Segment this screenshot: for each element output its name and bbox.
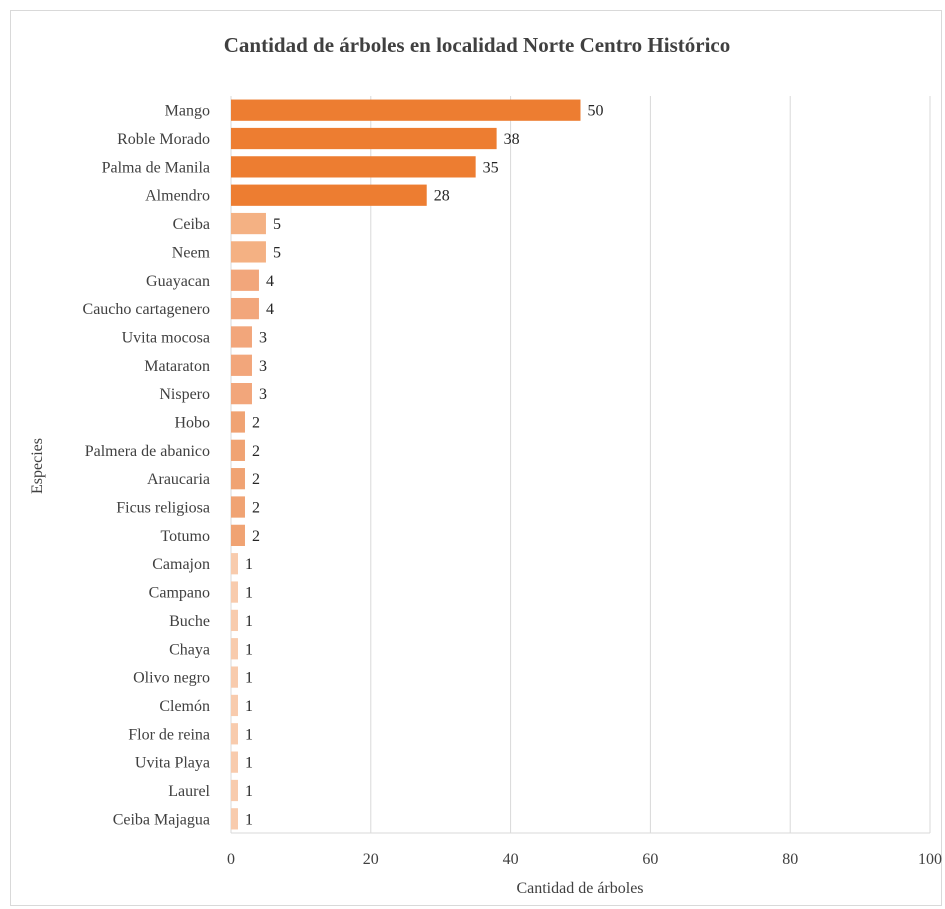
data-label: 4 [266, 273, 274, 290]
bar [231, 723, 238, 745]
data-label: 3 [259, 386, 267, 403]
data-label: 2 [252, 500, 260, 517]
category-label: Laurel [168, 783, 210, 800]
chart-title: Cantidad de árboles en localidad Norte C… [224, 33, 731, 57]
category-label: Palma de Manila [102, 159, 210, 176]
x-tick-label: 60 [642, 851, 658, 868]
bar [231, 354, 252, 376]
bar [231, 127, 497, 150]
category-label: Neem [172, 244, 211, 261]
category-label: Mataraton [144, 358, 210, 375]
bar [231, 212, 266, 235]
category-label: Hobo [174, 414, 210, 431]
category-label: Ficus religiosa [116, 500, 210, 517]
bar [231, 297, 259, 320]
category-label: Olivo negro [133, 670, 210, 687]
bar [231, 411, 245, 433]
bars [231, 99, 581, 830]
category-label: Campano [149, 585, 210, 602]
data-label: 2 [252, 528, 260, 545]
category-label: Uvita Playa [135, 755, 210, 772]
x-axis-label: Cantidad de árboles [516, 880, 643, 897]
category-label: Ceiba [173, 216, 210, 233]
data-label: 1 [245, 783, 253, 800]
data-label: 38 [504, 131, 520, 148]
bar [231, 184, 427, 206]
data-label: 35 [483, 159, 499, 176]
data-label: 1 [245, 755, 253, 772]
x-tick-label: 40 [503, 851, 519, 868]
category-label: Flor de reina [128, 726, 210, 743]
data-label: 28 [434, 188, 450, 205]
bar [231, 524, 245, 546]
category-label: Guayacan [146, 273, 210, 290]
category-label: Mango [165, 103, 210, 120]
data-label: 2 [252, 414, 260, 431]
category-label: Uvita mocosa [122, 329, 210, 346]
bar [231, 468, 245, 490]
bar [231, 269, 259, 291]
data-label: 1 [245, 613, 253, 630]
bar [231, 439, 245, 461]
data-label: 1 [245, 556, 253, 573]
bar [231, 99, 581, 121]
x-tick-label: 20 [363, 851, 379, 868]
category-label: Buche [169, 613, 210, 630]
category-labels: Mango Roble Morado Palma de Manila Almendro… [83, 103, 211, 829]
category-label: Almendro [145, 188, 210, 205]
x-tick-label: 100 [918, 851, 942, 868]
data-label: 3 [259, 329, 267, 346]
data-label: 1 [245, 670, 253, 687]
data-label: 2 [252, 471, 260, 488]
category-label: Nispero [159, 386, 210, 403]
category-label: Clemón [159, 698, 210, 715]
data-label: 1 [245, 698, 253, 715]
category-label: Chaya [169, 641, 210, 658]
category-label: Totumo [160, 528, 210, 545]
data-label: 1 [245, 811, 253, 828]
bar [231, 241, 266, 263]
bar [231, 751, 238, 773]
data-label: 2 [252, 443, 260, 460]
chart-frame [10, 10, 942, 906]
category-label: Araucaria [147, 471, 210, 488]
data-label: 1 [245, 641, 253, 658]
bar [231, 383, 252, 405]
category-label: Ceiba Majagua [113, 811, 210, 828]
x-tick-labels: 0 20 40 60 80 100 [227, 851, 942, 868]
data-label: 5 [273, 244, 281, 261]
bar [231, 638, 238, 660]
category-label: Caucho cartagenero [83, 301, 210, 318]
bar [231, 609, 238, 632]
bar [231, 326, 252, 348]
bar [231, 553, 238, 575]
bar [231, 581, 238, 603]
y-axis-label: Especies [29, 438, 46, 494]
category-label: Roble Morado [117, 131, 210, 148]
data-label: 50 [588, 103, 604, 120]
data-label: 5 [273, 216, 281, 233]
data-label: 3 [259, 358, 267, 375]
bar [231, 808, 238, 830]
data-label: 1 [245, 585, 253, 602]
bar [231, 666, 238, 688]
data-label: 1 [245, 726, 253, 743]
x-tick-label: 0 [227, 851, 235, 868]
bar [231, 156, 476, 178]
bar [231, 496, 245, 518]
data-label: 4 [266, 301, 274, 318]
gridlines [230, 96, 931, 834]
category-label: Palmera de abanico [85, 443, 210, 460]
category-label: Camajon [152, 556, 210, 573]
x-tick-label: 80 [782, 851, 798, 868]
bar [231, 779, 238, 802]
bar [231, 694, 238, 717]
data-labels: 50 38 35 28 5 5 4 4 3 3 3 2 2 2 2 2 1 1 1 1 1 1 1 1 1 1 [245, 103, 604, 829]
